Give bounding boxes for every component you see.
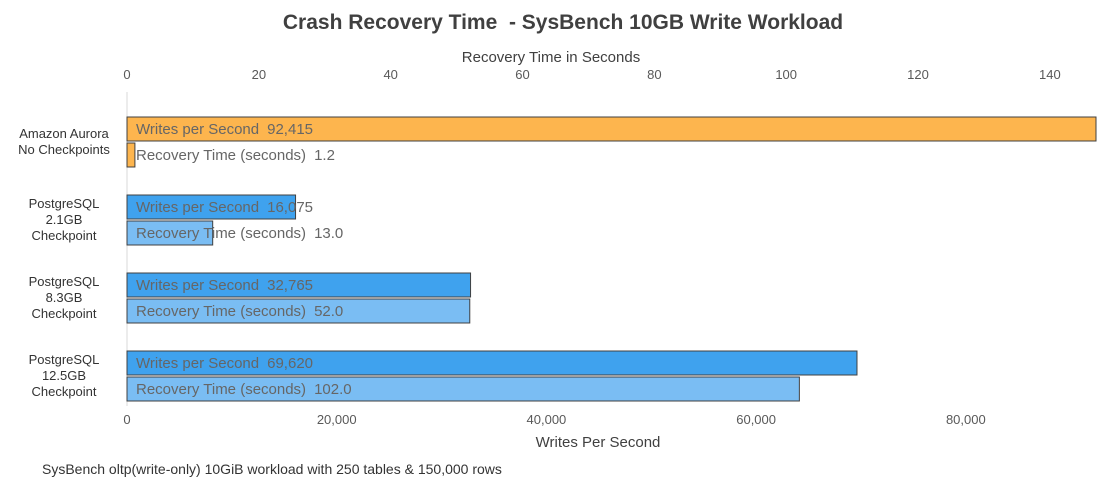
category-label: 8.3GB [46,290,83,305]
bar-value: 102.0 [314,381,352,398]
bottom-axis-tick: 60,000 [736,412,776,427]
bar-data-label: Recovery Time (seconds) 102.0 [136,381,352,398]
bar-data-label: Recovery Time (seconds) 52.0 [136,303,343,320]
category-label: Amazon Aurora [19,126,109,141]
category-label: Checkpoint [31,384,96,399]
category-label: PostgreSQL [29,352,100,367]
top-axis-title: Recovery Time in Seconds [462,49,640,66]
bar-value: 52.0 [314,303,343,320]
bar-value: 32,765 [267,277,313,294]
bar-recovery [126,142,136,168]
bar-series-name: Writes per Second [136,277,259,294]
bar-series-name: Recovery Time (seconds) [136,303,306,320]
top-axis-tick: 140 [1039,67,1061,82]
bar-data-label: Writes per Second 69,620 [136,355,313,372]
category-label: Checkpoint [31,306,96,321]
bar-series-name: Writes per Second [136,121,259,138]
bottom-axis-tick: 0 [123,412,130,427]
top-axis-ticks: 0 20 40 60 80 100 120 140 [123,67,1060,82]
bar-value: 16,075 [267,199,313,216]
category-label: PostgreSQL [29,196,100,211]
footnote: SysBench oltp(write-only) 10GiB workload… [42,461,502,477]
top-axis-tick: 100 [775,67,797,82]
bottom-axis-tick: 20,000 [317,412,357,427]
top-axis-tick: 120 [907,67,929,82]
bar-data-label: Writes per Second 32,765 [136,277,313,294]
bar-writes [126,194,297,220]
bottom-axis-title: Writes Per Second [536,434,661,451]
bar-writes [126,116,1097,142]
bar-series-name: Recovery Time (seconds) [136,147,306,164]
bar-value: 13.0 [314,225,343,242]
category-label: No Checkpoints [18,142,110,157]
bar-value: 69,620 [267,355,313,372]
bar-data-label: Writes per Second 92,415 [136,121,313,138]
category-label: Checkpoint [31,228,96,243]
bar-series-name: Recovery Time (seconds) [136,225,306,242]
bottom-axis-ticks: 0 20,000 40,000 60,000 80,000 [123,412,985,427]
bar-recovery [126,376,800,402]
bar-value: 1.2 [314,147,335,164]
category-label: PostgreSQL [29,274,100,289]
bar-series-name: Writes per Second [136,199,259,216]
bar-recovery [126,298,471,324]
bar-value: 92,415 [267,121,313,138]
bar-labels: Writes per Second 92,415 Recovery Time (se… [136,121,352,398]
chart-title: Crash Recovery Time - SysBench 10GB Writ… [283,11,843,34]
bar-writes [126,350,858,376]
bottom-axis-tick: 80,000 [946,412,986,427]
top-axis-tick: 60 [515,67,529,82]
bar-series-name: Recovery Time (seconds) [136,381,306,398]
bar-data-label: Recovery Time (seconds) 13.0 [136,225,343,242]
bars [126,116,1097,402]
bar-writes [126,272,472,298]
top-axis-tick: 80 [647,67,661,82]
bar-data-label: Writes per Second 16,075 [136,199,313,216]
category-label: 2.1GB [46,212,83,227]
bar-data-label: Recovery Time (seconds) 1.2 [136,147,335,164]
bar-recovery [126,220,214,246]
category-label: 12.5GB [42,368,86,383]
top-axis-tick: 20 [252,67,266,82]
top-axis-tick: 40 [383,67,397,82]
bar-series-name: Writes per Second [136,355,259,372]
bottom-axis-tick: 40,000 [527,412,567,427]
top-axis-tick: 0 [123,67,130,82]
